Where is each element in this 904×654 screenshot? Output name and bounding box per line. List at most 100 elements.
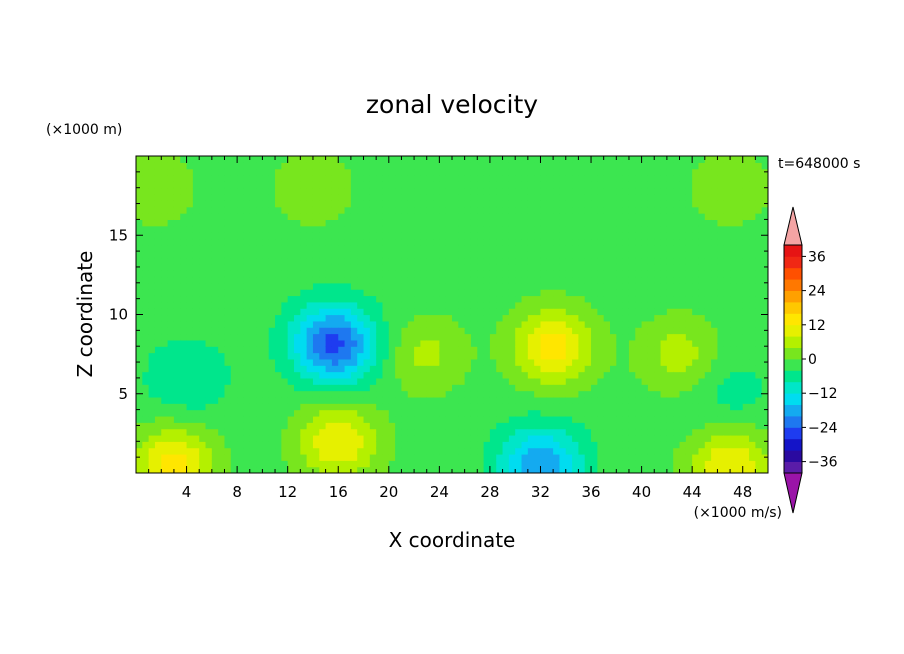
contour-cell <box>338 200 345 207</box>
contour-cell <box>155 276 162 283</box>
contour-cell <box>224 346 231 353</box>
contour-cell <box>566 200 573 207</box>
contour-cell <box>553 200 560 207</box>
contour-cell <box>269 245 276 252</box>
contour-cell <box>376 321 383 328</box>
contour-cell <box>515 162 522 169</box>
contour-cell <box>749 308 756 315</box>
contour-cell <box>686 435 693 442</box>
contour-cell <box>382 270 389 277</box>
contour-cell <box>243 181 250 188</box>
contour-cell <box>401 169 408 176</box>
contour-cell <box>376 365 383 372</box>
contour-cell <box>452 251 459 258</box>
contour-cell <box>187 340 194 347</box>
contour-cell <box>490 289 497 296</box>
contour-cell <box>736 327 743 334</box>
contour-cell <box>616 264 623 271</box>
contour-cell <box>585 188 592 195</box>
contour-cell <box>705 238 712 245</box>
contour-cell <box>547 232 554 239</box>
contour-cell <box>193 448 200 455</box>
contour-cell <box>534 334 541 341</box>
contour-cell <box>414 397 421 404</box>
contour-cell <box>382 365 389 372</box>
contour-cell <box>288 315 295 322</box>
contour-cell <box>591 403 598 410</box>
contour-cell <box>553 289 560 296</box>
contour-cell <box>585 454 592 461</box>
contour-cell <box>724 188 731 195</box>
contour-cell <box>597 334 604 341</box>
contour-cell <box>250 460 257 467</box>
contour-cell <box>616 441 623 448</box>
contour-cell <box>717 315 724 322</box>
contour-cell <box>294 194 301 201</box>
contour-cell <box>610 346 617 353</box>
contour-cell <box>724 384 731 391</box>
contour-cell <box>629 397 636 404</box>
contour-cell <box>730 416 737 423</box>
contour-cell <box>206 441 213 448</box>
contour-cell <box>522 359 529 366</box>
contour-cell <box>427 175 434 182</box>
contour-cell <box>345 232 352 239</box>
contour-cell <box>623 321 630 328</box>
contour-cell <box>168 346 175 353</box>
contour-cell <box>724 257 731 264</box>
contour-cell <box>566 175 573 182</box>
contour-cell <box>458 422 465 429</box>
contour-cell <box>635 410 642 417</box>
contour-cell <box>471 327 478 334</box>
contour-cell <box>250 232 257 239</box>
contour-cell <box>382 359 389 366</box>
contour-cell <box>199 454 206 461</box>
contour-cell <box>667 156 674 163</box>
contour-cell <box>313 302 320 309</box>
contour-cell <box>477 435 484 442</box>
contour-cell <box>338 232 345 239</box>
contour-cell <box>471 238 478 245</box>
contour-cell <box>401 156 408 163</box>
contour-cell <box>673 315 680 322</box>
contour-cell <box>540 156 547 163</box>
contour-cell <box>717 422 724 429</box>
contour-cell <box>705 384 712 391</box>
contour-cell <box>168 194 175 201</box>
contour-cell <box>654 232 661 239</box>
contour-cell <box>288 270 295 277</box>
contour-cell <box>484 207 491 214</box>
contour-cell <box>743 194 750 201</box>
contour-cell <box>351 327 358 334</box>
contour-cell <box>654 245 661 252</box>
contour-cell <box>566 441 573 448</box>
contour-cell <box>503 384 510 391</box>
contour-cell <box>294 238 301 245</box>
contour-cell <box>294 454 301 461</box>
contour-cell <box>174 219 181 226</box>
contour-cell <box>572 194 579 201</box>
contour-cell <box>427 429 434 436</box>
contour-cell <box>717 181 724 188</box>
contour-cell <box>642 410 649 417</box>
contour-cell <box>496 416 503 423</box>
contour-cell <box>136 238 143 245</box>
contour-cell <box>414 188 421 195</box>
contour-cell <box>307 365 314 372</box>
contour-cell <box>338 410 345 417</box>
contour-cell <box>345 188 352 195</box>
contour-cell <box>212 175 219 182</box>
contour-cell <box>338 302 345 309</box>
contour-cell <box>294 359 301 366</box>
contour-cell <box>180 308 187 315</box>
contour-cell <box>749 353 756 360</box>
contour-cell <box>168 359 175 366</box>
contour-cell <box>698 441 705 448</box>
contour-cell <box>724 448 731 455</box>
contour-cell <box>705 315 712 322</box>
contour-cell <box>509 435 516 442</box>
contour-cell <box>218 295 225 302</box>
contour-cell <box>193 384 200 391</box>
contour-cell <box>427 295 434 302</box>
contour-cell <box>522 384 529 391</box>
